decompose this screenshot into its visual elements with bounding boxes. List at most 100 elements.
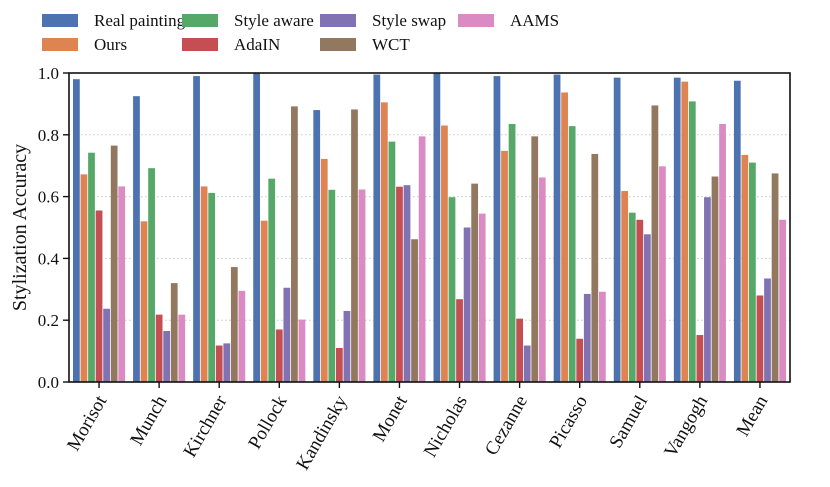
legend-swatch-ours	[42, 38, 78, 51]
bar-real-painting-munch	[133, 96, 140, 383]
x-tick-label: Cezanne	[481, 392, 532, 459]
x-tick-label: Morisot	[63, 391, 112, 454]
bar-adain-monet	[396, 186, 403, 382]
x-tick-label: Picasso	[545, 392, 592, 452]
bar-adain-nicholas	[456, 299, 463, 382]
bar-ours-monet	[380, 102, 388, 382]
x-tick-label: Munch	[126, 392, 171, 450]
bar-ours-samuel	[621, 191, 629, 382]
grid-lines	[69, 134, 790, 321]
bar-real-painting-kirchner	[193, 76, 200, 382]
bar-wct-kirchner	[230, 267, 238, 382]
bar-aams-munch	[178, 314, 186, 382]
bar-style-aware-munch	[148, 168, 155, 382]
bar-style-aware-picasso	[568, 126, 576, 382]
bar-style-aware-morisot	[88, 152, 95, 382]
bar-adain-picasso	[576, 338, 584, 382]
bar-adain-morisot	[95, 210, 103, 382]
bar-style-aware-kirchner	[208, 192, 216, 382]
legend-swatch-wct	[320, 38, 356, 51]
bar-style-swap-kandinsky	[343, 310, 351, 382]
bar-real-painting-nicholas	[433, 73, 441, 382]
y-tick-label: 0.8	[38, 126, 59, 145]
bar-style-aware-kandinsky	[328, 189, 336, 382]
x-tick-label: Kirchner	[180, 391, 232, 461]
bar-style-aware-cezanne	[508, 123, 516, 383]
y-axis-label: Stylization Accuracy	[9, 144, 31, 311]
y-tick-label: 0.0	[38, 373, 59, 392]
bar-ours-nicholas	[441, 125, 448, 382]
bar-ours-kirchner	[200, 186, 208, 382]
x-tick-label: Mean	[732, 392, 772, 440]
bar-aams-nicholas	[478, 213, 486, 382]
bar-real-painting-morisot	[73, 79, 80, 383]
bar-style-swap-nicholas	[463, 227, 471, 382]
bar-aams-samuel	[659, 166, 666, 382]
bar-aams-pollock	[298, 319, 306, 382]
bar-adain-kandinsky	[335, 348, 343, 382]
legend-swatch-style-swap	[320, 14, 356, 27]
x-tick-label: Samuel	[605, 392, 652, 452]
bar-wct-kandinsky	[351, 109, 358, 382]
bar-wct-morisot	[110, 145, 118, 382]
bar-aams-kandinsky	[358, 189, 366, 382]
bar-real-painting-samuel	[613, 77, 621, 382]
bar-aams-cezanne	[538, 177, 546, 382]
legend-label-style-aware: Style aware	[234, 11, 314, 30]
bar-style-swap-monet	[403, 185, 411, 382]
bar-real-painting-picasso	[553, 74, 561, 383]
bar-adain-kirchner	[215, 345, 223, 382]
legend-label-adain: AdaIN	[234, 35, 280, 54]
bar-wct-mean	[771, 173, 779, 382]
bar-style-aware-nicholas	[448, 197, 456, 382]
bar-real-painting-mean	[733, 80, 741, 382]
bar-wct-cezanne	[531, 136, 539, 382]
bar-style-aware-monet	[388, 141, 396, 382]
bar-ours-mean	[741, 154, 749, 382]
bar-aams-monet	[418, 136, 426, 382]
y-axis: 0.0 0.2 0.4 0.6 0.8 1.0	[38, 64, 69, 392]
bar-style-swap-mean	[764, 278, 771, 382]
x-tick-label: Nicholas	[420, 392, 472, 461]
bar-style-aware-samuel	[628, 212, 636, 382]
bar-ours-kandinsky	[320, 158, 328, 382]
x-axis: Morisot Munch Kirchner Pollock Kandinsky Mone…	[63, 382, 773, 474]
bar-ours-vangogh	[681, 81, 689, 382]
legend-label-wct: WCT	[372, 35, 410, 54]
bar-style-swap-picasso	[583, 293, 591, 382]
bar-real-painting-vangogh	[673, 77, 681, 382]
bar-aams-mean	[779, 219, 786, 382]
bar-style-swap-munch	[163, 331, 171, 382]
bar-aams-picasso	[598, 291, 606, 382]
bar-wct-pollock	[291, 106, 298, 382]
bar-ours-morisot	[80, 174, 88, 382]
bar-style-swap-vangogh	[704, 197, 711, 382]
bar-real-painting-pollock	[253, 73, 261, 382]
bar-ours-cezanne	[501, 150, 508, 382]
bars	[73, 73, 786, 383]
bar-wct-munch	[170, 283, 178, 382]
legend-label-real-painting: Real painting	[94, 11, 186, 30]
legend-swatch-aams	[458, 14, 494, 27]
bar-aams-morisot	[118, 186, 126, 382]
bar-real-painting-monet	[373, 74, 381, 383]
y-tick-label: 0.4	[38, 249, 60, 268]
bar-adain-cezanne	[516, 318, 524, 382]
x-tick-label: Kandinsky	[292, 392, 352, 474]
bar-adain-pollock	[275, 329, 283, 382]
legend-label-aams: AAMS	[510, 11, 559, 30]
bar-real-painting-kandinsky	[313, 110, 321, 382]
legend-label-ours: Ours	[94, 35, 127, 54]
bar-style-aware-vangogh	[688, 101, 696, 382]
bar-wct-samuel	[651, 105, 659, 382]
bar-wct-monet	[411, 239, 418, 382]
bar-style-swap-kirchner	[223, 343, 231, 382]
legend-label-style-swap: Style swap	[372, 11, 446, 30]
y-tick-label: 0.6	[38, 188, 59, 207]
legend-swatch-adain	[182, 38, 218, 51]
x-tick-label: Monet	[369, 391, 412, 445]
legend: Real painting Ours Style aware AdaIN Style s…	[42, 11, 559, 54]
y-tick-label: 0.2	[38, 311, 59, 330]
legend-swatch-real-painting	[42, 14, 78, 27]
